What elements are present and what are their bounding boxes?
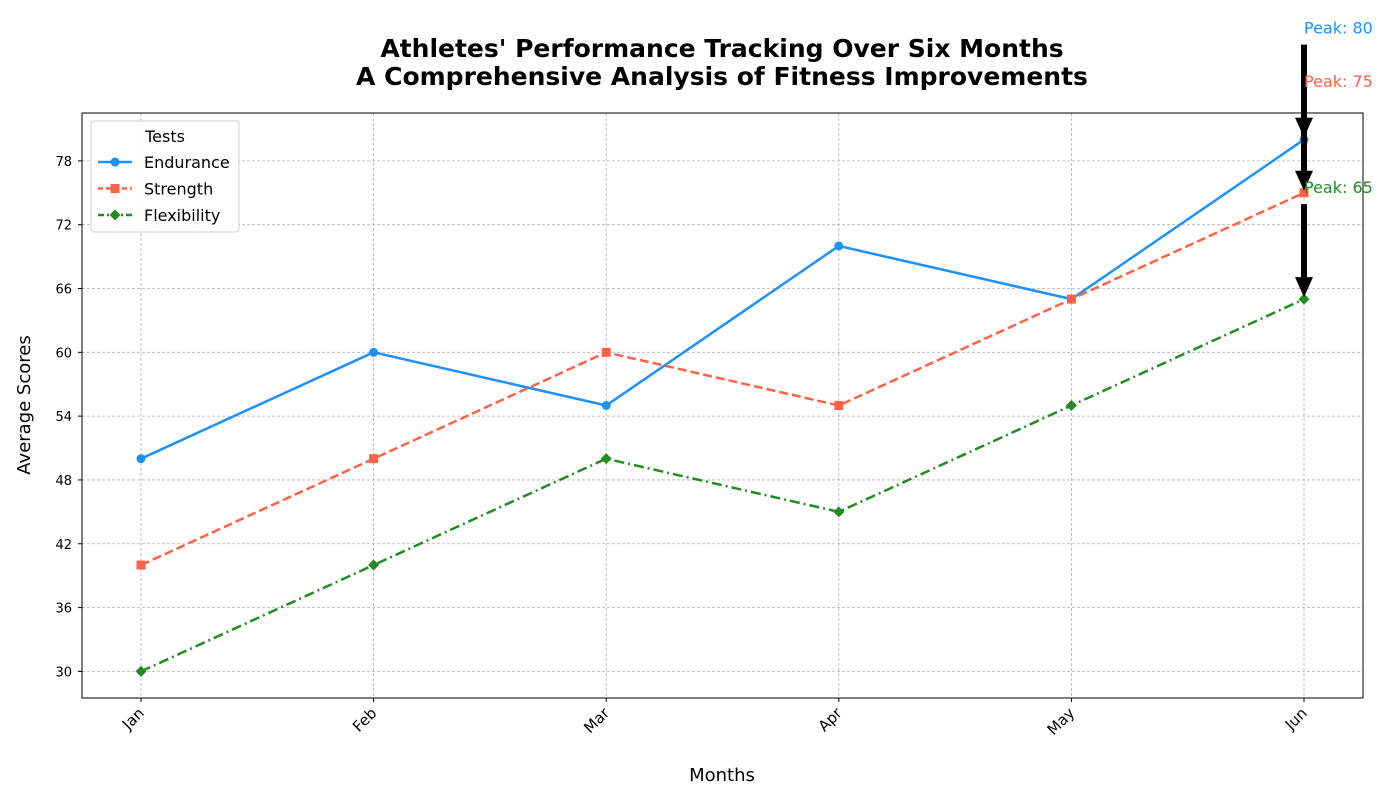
x-tick-label: Mar <box>580 704 613 737</box>
annotation-arrow-head <box>1295 170 1313 191</box>
x-axis-label: Months <box>689 765 755 786</box>
annotation-label: Peak: 65 <box>1304 178 1373 197</box>
data-point-flexibility <box>833 506 845 518</box>
data-point-endurance <box>369 347 379 357</box>
series-flexibility <box>135 293 1310 677</box>
data-point-strength <box>369 454 379 464</box>
series-strength <box>136 188 1309 570</box>
annotation-label: Peak: 80 <box>1304 19 1373 38</box>
chart-title-line1: Athletes' Performance Tracking Over Six … <box>380 34 1063 63</box>
y-tick-label: 72 <box>55 219 72 234</box>
chart-title-line2: A Comprehensive Analysis of Fitness Impr… <box>356 62 1088 91</box>
data-point-strength <box>1066 294 1076 304</box>
legend-item-strength: Strength <box>98 180 213 199</box>
x-axis: Jan Feb Mar Apr May Jun <box>118 698 1311 739</box>
legend-item-flexibility: Flexibility <box>98 206 220 225</box>
annotation-arrow-head <box>1295 277 1313 298</box>
y-axis-label: Average Scores <box>14 335 35 474</box>
data-point-flexibility <box>600 453 612 465</box>
x-tick-label: Apr <box>815 704 847 736</box>
legend-title: Tests <box>144 127 185 146</box>
y-axis: 30 36 42 48 54 60 66 72 78 <box>55 155 82 680</box>
y-tick-label: 36 <box>55 602 72 617</box>
series-line-endurance <box>140 138 1305 460</box>
data-point-flexibility <box>1065 400 1077 411</box>
x-tick-label: Feb <box>349 704 381 736</box>
data-point-strength <box>834 401 844 410</box>
data-point-endurance <box>136 454 146 464</box>
series-line-strength <box>140 191 1305 567</box>
data-point-strength <box>1299 188 1309 198</box>
annotation-label: Peak: 75 <box>1304 72 1373 91</box>
plot-frame <box>81 112 1364 699</box>
legend-label: Flexibility <box>144 206 220 225</box>
x-tick-label: Jan <box>118 704 148 734</box>
data-point-flexibility <box>135 665 147 677</box>
legend-label: Strength <box>144 180 213 199</box>
data-point-flexibility <box>1298 293 1310 305</box>
series-layer <box>135 135 1310 677</box>
legend-label: Endurance <box>144 153 230 172</box>
annotation-flexibility: Peak: 65 <box>1295 178 1373 298</box>
y-tick-label: 54 <box>55 410 72 425</box>
y-tick-label: 66 <box>55 283 72 298</box>
data-point-strength <box>601 347 611 357</box>
legend-box <box>90 120 240 233</box>
y-tick-label: 60 <box>55 346 72 361</box>
data-point-strength <box>136 560 146 570</box>
legend: Tests Endurance Strength Flexibility <box>90 120 240 233</box>
chart-title: Athletes' Performance Tracking Over Six … <box>356 34 1088 91</box>
annotation-strength: Peak: 75 <box>1295 72 1373 191</box>
series-endurance <box>136 135 1309 464</box>
series-line-flexibility <box>140 297 1305 673</box>
data-point-endurance <box>601 401 611 410</box>
legend-marker <box>109 209 121 221</box>
x-tick-label: Jun <box>1281 704 1311 734</box>
y-tick-label: 42 <box>55 538 72 553</box>
x-tick-label: May <box>1044 704 1079 739</box>
annotations: Peak: 80 Peak: 75 Peak: 65 <box>1295 19 1373 298</box>
legend-item-endurance: Endurance <box>98 153 230 172</box>
y-tick-label: 78 <box>55 155 72 170</box>
y-tick-label: 30 <box>55 665 72 680</box>
legend-marker <box>110 184 120 193</box>
legend-marker <box>110 157 120 167</box>
data-point-endurance <box>834 241 844 251</box>
y-tick-label: 48 <box>55 474 72 489</box>
data-point-flexibility <box>368 559 380 571</box>
